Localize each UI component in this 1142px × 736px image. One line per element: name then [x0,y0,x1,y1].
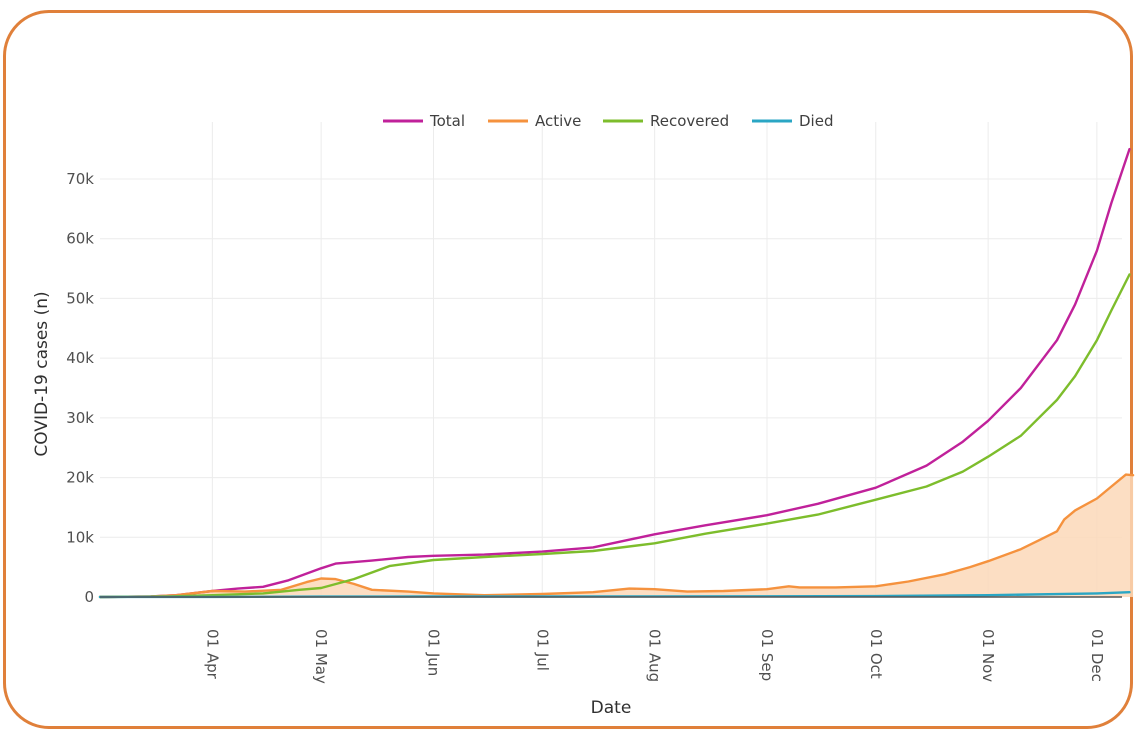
legend-label: Recovered [650,112,729,130]
y-tick-label: 10k [66,528,94,546]
y-tick-label: 50k [66,289,94,307]
x-tick-label: 01 Sep [758,629,776,681]
area-fills [100,474,1134,597]
series-active-line[interactable] [98,473,1135,599]
series-recovered-line[interactable] [98,273,1131,599]
legend-item-died[interactable]: Died [752,112,833,130]
legend-item-active[interactable]: Active [488,112,581,130]
x-tick-label: 01 Aug [646,629,664,682]
y-tick-label: 70k [66,170,94,188]
legend-label: Total [429,112,465,130]
grid-lines [100,122,1122,597]
legend[interactable]: Total Active Recovered Died [383,112,833,130]
y-tick-label: 20k [66,469,94,487]
x-axis-title: Date [591,698,632,718]
y-axis-ticks: 0 10k 20k 30k 40k 50k 60k 70k [66,170,94,606]
x-tick-label: 01 May [312,629,330,684]
legend-item-total[interactable]: Total [383,112,465,130]
y-axis-title: COVID-19 cases (n) [32,291,52,456]
legend-label: Active [535,112,581,130]
series-lines [98,147,1135,599]
series-active-area [100,474,1134,597]
chart-card [3,10,1133,729]
legend-item-recovered[interactable]: Recovered [603,112,729,130]
y-tick-label: 40k [66,349,94,367]
x-tick-label: 01 Dec [1088,629,1106,682]
y-tick-label: 0 [84,588,94,606]
x-tick-label: 01 Apr [203,629,221,680]
x-tick-label: 01 Jul [533,629,551,671]
legend-label: Died [799,112,833,130]
x-tick-label: 01 Nov [979,629,997,682]
x-axis-ticks: 01 Apr 01 May 01 Jun 01 Jul 01 Aug 01 Sep 01 O… [203,629,1106,684]
y-tick-label: 60k [66,230,94,248]
x-tick-label: 01 Oct [867,629,885,679]
series-total-line[interactable] [98,147,1131,599]
y-tick-label: 30k [66,409,94,427]
x-tick-label: 01 Jun [425,629,443,676]
